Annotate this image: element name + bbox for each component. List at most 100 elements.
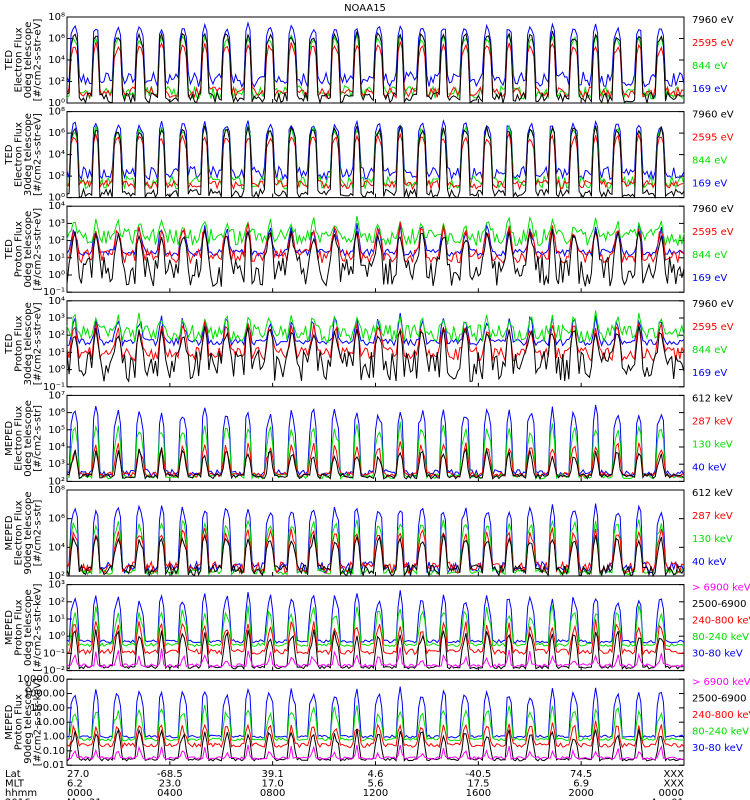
y-tick-label: 10¹ [48, 614, 65, 625]
y-label-line: Proton Flux [13, 694, 24, 750]
x-col-lat: XXX [663, 769, 684, 780]
y-label-line: TED [4, 333, 15, 354]
y-label-line: [#/cm2-s-str-eV] [32, 302, 43, 385]
y-tick-label: 10⁻¹ [43, 287, 65, 298]
y-tick-label: 10⁴ [48, 442, 65, 453]
y-tick-label: 10¹ [48, 253, 65, 264]
series-red-line [66, 441, 685, 478]
y-label-line: MEPED [4, 515, 15, 550]
y-label-line: Electron Flux [13, 500, 24, 565]
y-tick-label: 10² [48, 171, 65, 182]
legend-entry: 7960 eV [692, 299, 734, 310]
series-green-line [66, 704, 685, 742]
series-black-line [66, 629, 685, 671]
y-tick-label: 10³ [48, 313, 65, 324]
series-red-line [66, 619, 685, 656]
y-label-line: TED [4, 144, 15, 165]
x-col-lat: 27.0 [67, 769, 89, 780]
y-tick-label: 10⁶ [48, 514, 65, 525]
series-magenta-line [66, 647, 685, 668]
x-row-label: hhmm [5, 788, 37, 799]
series-magenta-line [66, 744, 685, 761]
y-tick-label: 10⁴ [48, 201, 65, 212]
y-label-line: 0deg telescope [23, 211, 34, 288]
y-tick-label: 10³ [48, 459, 65, 470]
x-row-label: 2016 [5, 798, 30, 800]
y-tick-label: 10⁰ [48, 365, 65, 376]
legend-entry: 844 eV [692, 250, 727, 261]
y-tick-label: 10⁶ [48, 408, 65, 419]
y-label-line: Electron Flux [13, 27, 24, 92]
y-tick-label: 10⁶ [48, 128, 65, 139]
x-col-hhmm: 2000 [568, 788, 593, 799]
legend-entry: 240-800 keV [692, 710, 750, 721]
y-tick-label: 10² [48, 597, 65, 608]
y-tick-label: 10⁻² [43, 666, 65, 677]
legend-entry: 287 keV [692, 416, 733, 427]
y-tick-label: 10⁴ [48, 542, 65, 553]
y-label-line: Proton Flux [13, 221, 24, 277]
y-label-line: 30deg telescope [23, 113, 34, 196]
series-red-line [66, 221, 685, 265]
legend-entry: 7960 eV [692, 15, 734, 26]
legend-entry: 2500-6900 [692, 694, 747, 705]
legend-entry: 169 eV [692, 273, 727, 284]
y-tick-label: 0.10 [43, 746, 65, 757]
y-tick-label: 1.00 [43, 732, 65, 743]
series-blue-line [66, 312, 685, 348]
x-col-hhmm: 0800 [260, 788, 285, 799]
legend-entry: 130 keV [692, 534, 733, 545]
series-red-line [66, 320, 685, 363]
series-green-line [66, 310, 685, 344]
y-tick-label: 10⁻¹ [43, 382, 65, 393]
series-black-line [66, 125, 685, 199]
legend-entry: > 6900 keV [692, 583, 750, 594]
y-tick-label: 10⁰ [48, 98, 65, 109]
series-black-line [66, 325, 685, 383]
x-col-mlt: 17.0 [262, 779, 284, 790]
x-col-mlt: 23.0 [159, 779, 181, 790]
y-tick-label: 10⁴ [48, 296, 65, 307]
x-col-hhmm: 1200 [363, 788, 388, 799]
x-col-hhmm: 1600 [466, 788, 491, 799]
y-tick-label: 10⁶ [48, 34, 65, 45]
y-label-line: 0deg telescope [23, 400, 34, 477]
legend-entry: 30-80 keV [692, 649, 743, 660]
legend-entry: 612 keV [692, 393, 733, 404]
legend-entry: 169 eV [692, 84, 727, 95]
y-tick-label: 10¹ [48, 347, 65, 358]
y-label-line: [#/cm2-s-str-keV] [32, 678, 43, 766]
y-label-line: Proton Flux [13, 316, 24, 372]
series-blue-line [66, 686, 685, 739]
y-tick-label: 10⁴ [48, 55, 65, 66]
y-tick-label: 10² [48, 330, 65, 341]
x-col-lat: 4.6 [368, 769, 384, 780]
series-black-line [66, 533, 685, 578]
legend-entry: 130 keV [692, 439, 733, 450]
panel-8: 0.010.101.0010.00100.001000.0010000.00ME… [4, 674, 750, 771]
legend-entry: 2595 eV [692, 133, 734, 144]
y-label-line: [#/cm2-s-str-keV] [32, 583, 43, 671]
legend-entry: 169 eV [692, 179, 727, 190]
x-col-date: Mar 31 [67, 798, 102, 800]
legend-entry: 169 eV [692, 368, 727, 379]
series-green-line [66, 215, 685, 246]
x-col-lat: -40.5 [465, 769, 491, 780]
legend-entry: 844 eV [692, 345, 727, 356]
y-label-line: Proton Flux [13, 599, 24, 655]
x-col-mlt: 6.2 [67, 779, 83, 790]
y-tick-label: 100.00 [30, 703, 65, 714]
y-label-line: [#/cm2-s-str-eV] [32, 113, 43, 196]
chart-title: NOAA15 [344, 3, 386, 14]
x-col-lat: 39.1 [262, 769, 284, 780]
x-col-lat: -68.5 [157, 769, 183, 780]
y-label-line: [#/cm2-s-str] [32, 499, 43, 566]
